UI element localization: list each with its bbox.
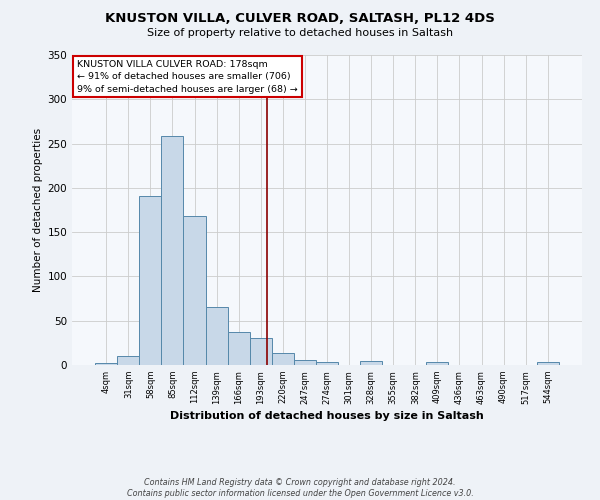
Bar — [206, 306, 227, 365]
Bar — [184, 216, 206, 365]
Bar — [250, 338, 272, 365]
Text: Size of property relative to detached houses in Saltash: Size of property relative to detached ho… — [147, 28, 453, 38]
Bar — [537, 362, 559, 365]
Bar — [316, 362, 338, 365]
Bar — [227, 332, 250, 365]
Text: Contains HM Land Registry data © Crown copyright and database right 2024.
Contai: Contains HM Land Registry data © Crown c… — [127, 478, 473, 498]
Bar — [427, 362, 448, 365]
Bar — [161, 136, 184, 365]
Text: KNUSTON VILLA CULVER ROAD: 178sqm
← 91% of detached houses are smaller (706)
9% : KNUSTON VILLA CULVER ROAD: 178sqm ← 91% … — [77, 60, 298, 94]
Bar — [95, 363, 117, 365]
Bar — [117, 356, 139, 365]
Bar — [139, 196, 161, 365]
X-axis label: Distribution of detached houses by size in Saltash: Distribution of detached houses by size … — [170, 410, 484, 420]
Bar — [294, 360, 316, 365]
Bar — [272, 354, 294, 365]
Text: KNUSTON VILLA, CULVER ROAD, SALTASH, PL12 4DS: KNUSTON VILLA, CULVER ROAD, SALTASH, PL1… — [105, 12, 495, 26]
Y-axis label: Number of detached properties: Number of detached properties — [33, 128, 43, 292]
Bar — [360, 362, 382, 365]
